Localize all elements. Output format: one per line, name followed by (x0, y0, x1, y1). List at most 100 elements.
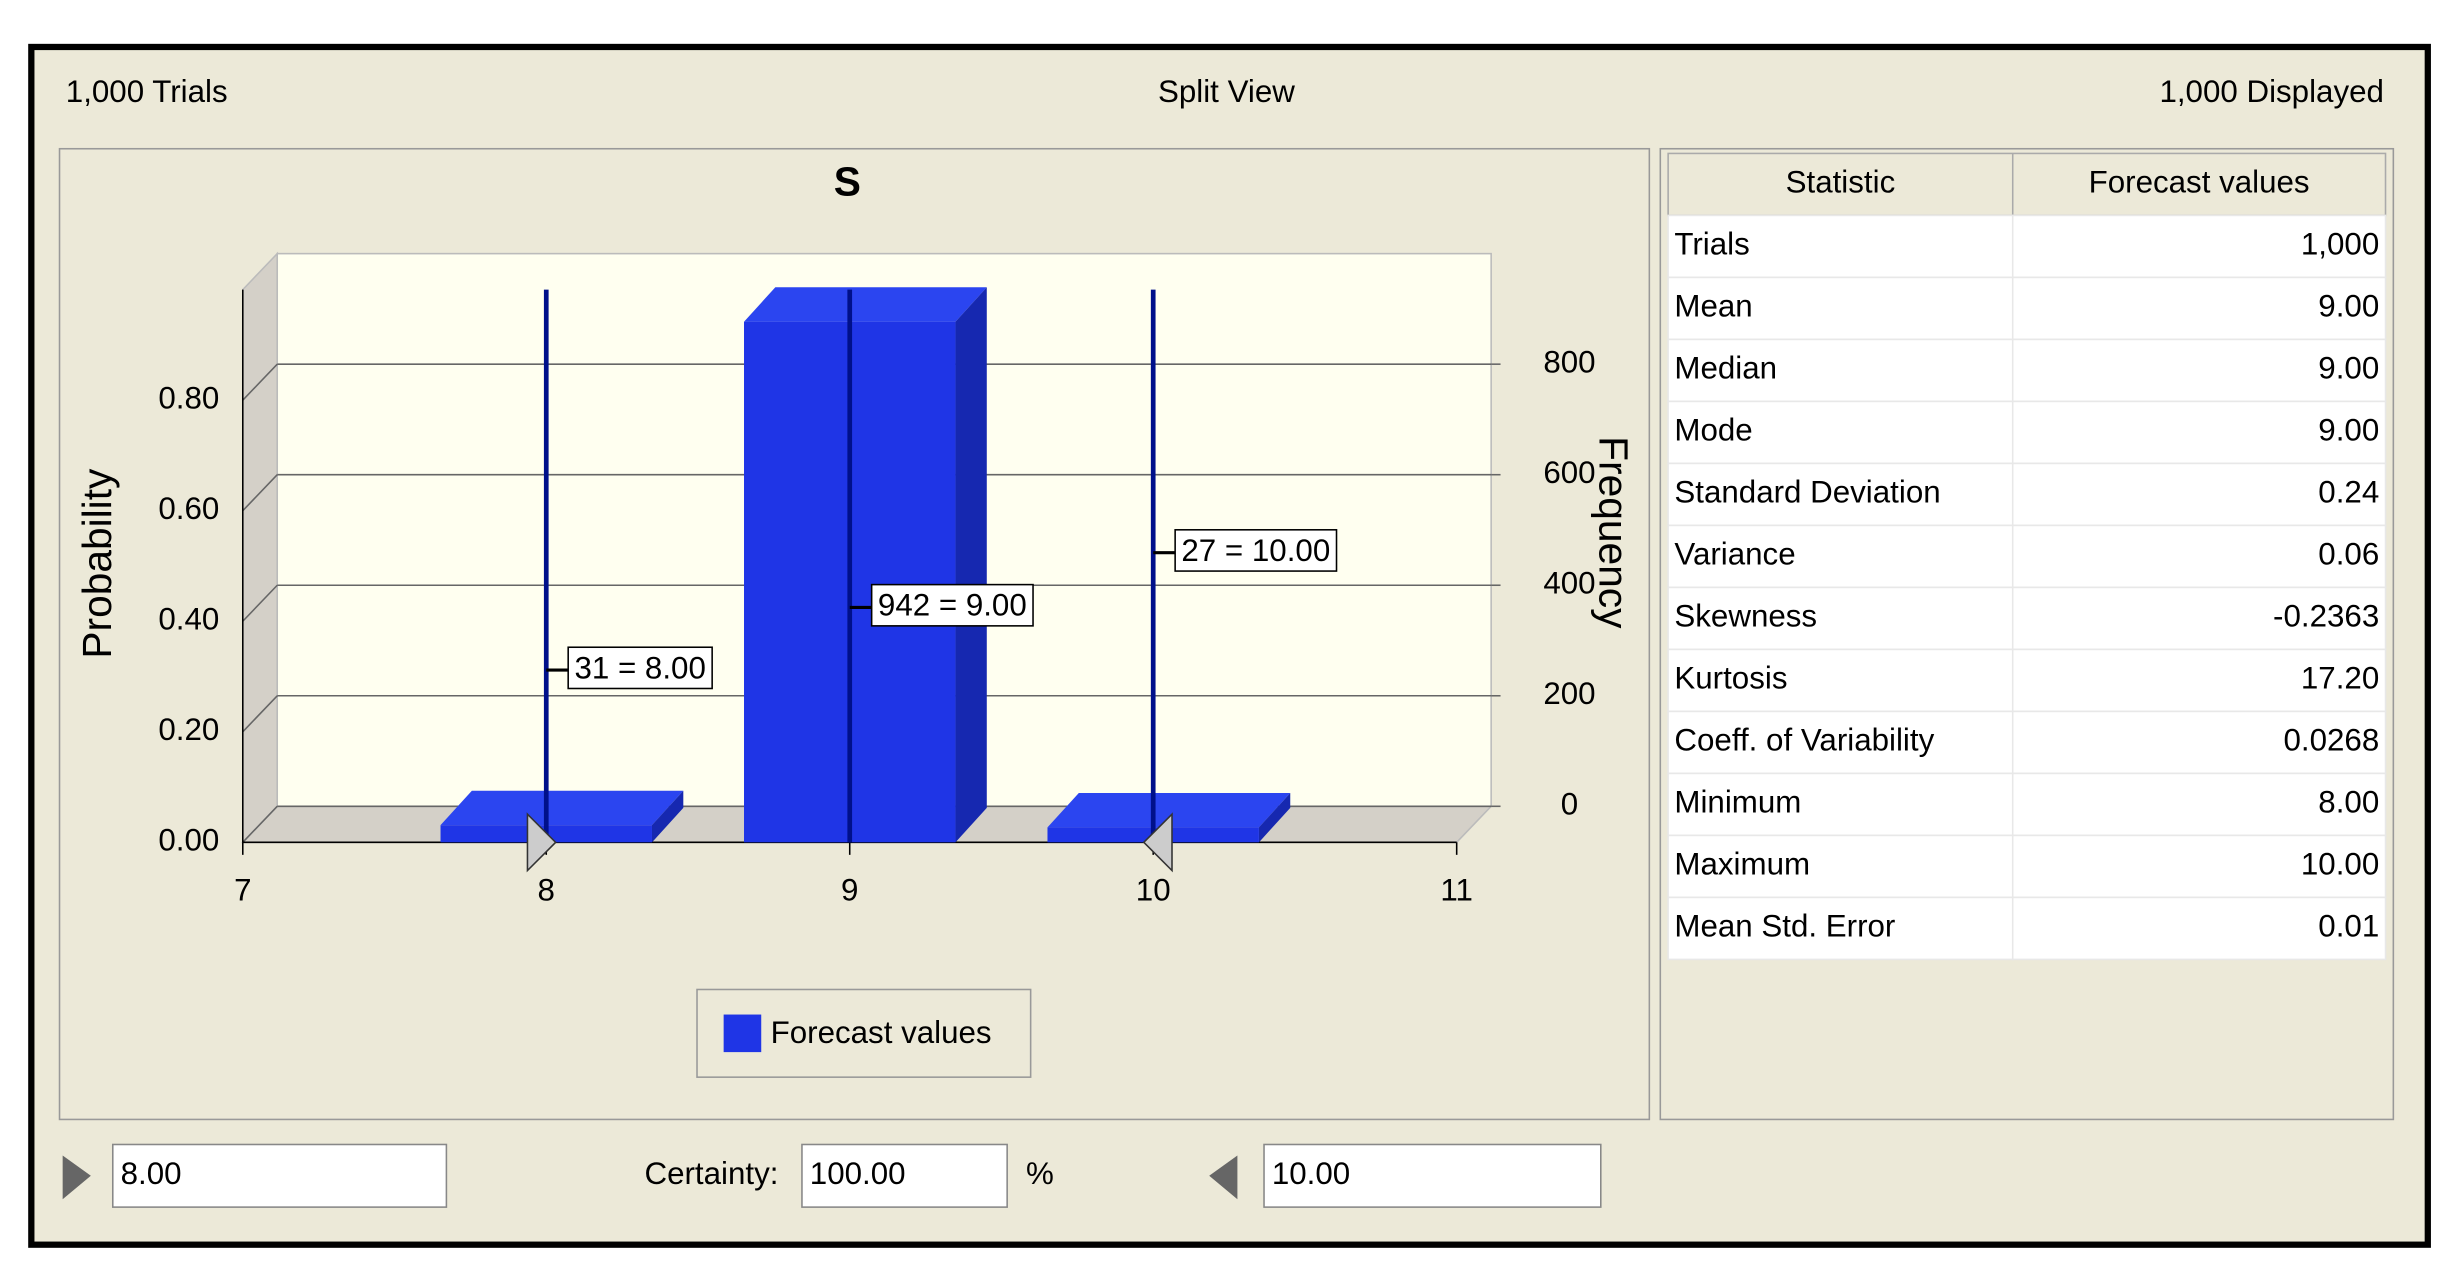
table-value: 9.00 (2318, 289, 2379, 324)
displayed-label: 1,000 Displayed (2159, 74, 2384, 109)
y2-tick-label: 400 (1543, 566, 1595, 601)
x-tick-label: 11 (1440, 873, 1473, 908)
table-cell (1667, 772, 2014, 837)
bar-top (440, 790, 684, 826)
table-header: Statistic (1786, 165, 1896, 200)
side-wall (241, 251, 279, 845)
value-label: 942 = 9.00 (878, 588, 1027, 623)
table-stat: Coeff. of Variability (1674, 723, 1934, 758)
table-cell (2011, 338, 2387, 403)
bar (744, 287, 987, 843)
certainty-label: Certainty: (644, 1156, 778, 1191)
value-label-box (1174, 529, 1338, 572)
table-cell (1667, 896, 2014, 961)
table-stat: Mean Std. Error (1674, 909, 1895, 944)
table-stat: Maximum (1674, 847, 1810, 882)
trials-label: 1,000 Trials (66, 74, 228, 109)
table-stat: Skewness (1674, 599, 1817, 634)
table-value: 9.00 (2318, 413, 2379, 448)
table-cell (1667, 338, 2014, 403)
table-cell (2011, 648, 2387, 713)
y-tick-label: 0.00 (158, 823, 219, 858)
value-label: 27 = 10.00 (1181, 533, 1330, 568)
table-stat: Minimum (1674, 785, 1801, 820)
y-tick-label: 0.20 (158, 712, 219, 747)
table-stat: Mode (1674, 413, 1752, 448)
table-cell (2011, 896, 2387, 961)
table-value: 0.01 (2318, 909, 2379, 944)
y2-tick-label: 0 (1561, 787, 1578, 822)
table-cell (2011, 772, 2387, 837)
y2-tick-label: 200 (1543, 676, 1595, 711)
certainty-grabber[interactable] (1142, 812, 1173, 873)
table-cell (2011, 400, 2387, 465)
table-stat: Trials (1674, 227, 1749, 262)
legend-label: Forecast values (771, 1015, 992, 1050)
value-label: 31 = 8.00 (574, 650, 705, 685)
bar-side (955, 287, 987, 843)
table-cell (1667, 586, 2014, 651)
table-cell (1667, 710, 2014, 775)
bar-top (1047, 792, 1291, 828)
legend-swatch (723, 1014, 762, 1053)
table-stat: Mean (1674, 289, 1752, 324)
table-cell (2011, 586, 2387, 651)
x-tick-label: 8 (538, 873, 555, 908)
bar-side (651, 790, 684, 843)
chart-title: S (834, 159, 861, 205)
y-tick-label: 0.80 (158, 380, 219, 415)
table-value: 17.20 (2301, 661, 2379, 696)
table-stat: Standard Deviation (1674, 475, 1940, 510)
grid-line-side (242, 363, 278, 401)
certainty-grabber[interactable] (526, 812, 557, 873)
left-value: 8.00 (121, 1156, 182, 1191)
x-tick-label: 7 (234, 873, 251, 908)
x-tick-label: 9 (841, 873, 858, 908)
table-value: 0.0268 (2283, 723, 2379, 758)
y2-axis-label: Frequency (1590, 436, 1636, 629)
table-stat: Variance (1674, 537, 1795, 572)
bar-top (744, 287, 987, 322)
left-marker-icon (62, 1155, 91, 1200)
table-cell (2011, 834, 2387, 899)
table-cell (2011, 214, 2387, 279)
y-axis-label: Probability (74, 468, 120, 659)
table-header: Forecast values (2089, 165, 2310, 200)
right-value: 10.00 (1272, 1156, 1350, 1191)
certainty-value: 100.00 (810, 1156, 906, 1191)
value-label-box (567, 646, 713, 690)
bar (440, 790, 684, 843)
table-value: 9.00 (2318, 351, 2379, 386)
y2-tick-label: 600 (1543, 455, 1595, 490)
certainty-input[interactable] (801, 1143, 1008, 1208)
table-stat: Median (1674, 351, 1777, 386)
y2-tick-label: 800 (1543, 344, 1595, 379)
bar-side (1258, 792, 1291, 843)
table-value: 0.06 (2318, 537, 2379, 572)
table-value: 8.00 (2318, 785, 2379, 820)
table-cell (2011, 276, 2387, 341)
table-header-bg (1667, 152, 2387, 217)
table-stat: Kurtosis (1674, 661, 1787, 696)
table-value: -0.2363 (2273, 599, 2379, 634)
table-value: 0.24 (2318, 475, 2379, 510)
table-value: 10.00 (2301, 847, 2379, 882)
y-tick-label: 0.60 (158, 491, 219, 526)
table-cell (1667, 648, 2014, 713)
table-value: 1,000 (2301, 227, 2379, 262)
right-input[interactable] (1263, 1143, 1602, 1208)
y-tick-label: 0.40 (158, 602, 219, 637)
view-label[interactable]: Split View (1158, 74, 1295, 109)
left-input[interactable] (111, 1143, 448, 1208)
grid-line-side (242, 584, 278, 622)
grid-line-side (242, 695, 278, 733)
right-marker-icon (1209, 1155, 1238, 1200)
grid-line-side (242, 474, 278, 512)
x-tick-label: 10 (1136, 873, 1171, 908)
value-label-box (870, 583, 1034, 627)
table-cell (2011, 462, 2387, 527)
certainty-unit: % (1026, 1156, 1054, 1191)
grid-line-side (242, 805, 278, 843)
